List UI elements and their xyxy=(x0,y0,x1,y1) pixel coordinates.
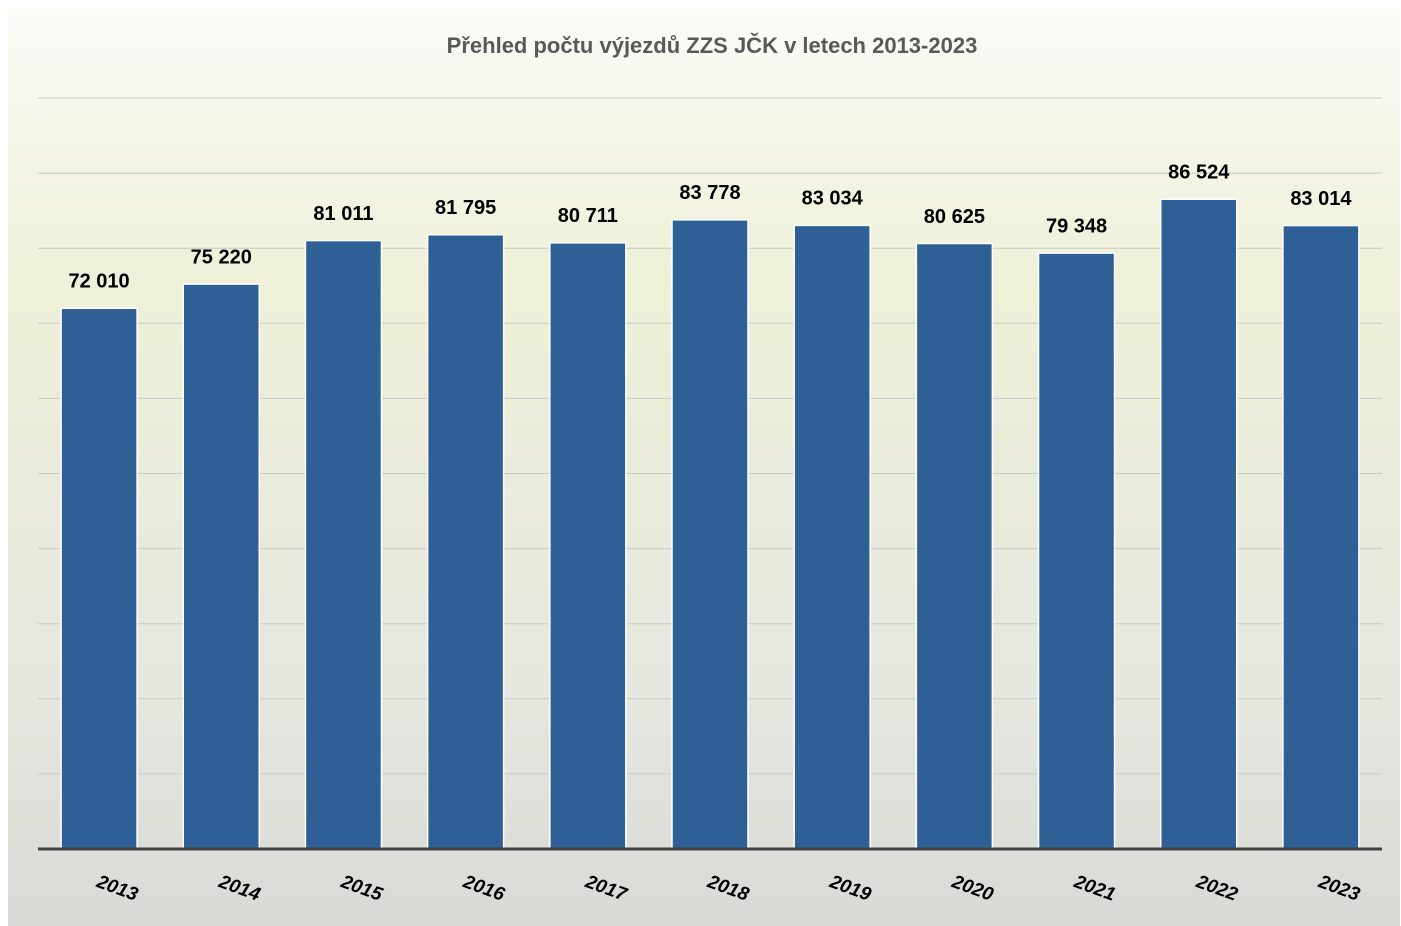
bar xyxy=(794,225,870,849)
chart: Přehled počtu výjezdů ZZS JČK v letech 2… xyxy=(0,0,1401,926)
chart-title: Přehled počtu výjezdů ZZS JČK v letech 2… xyxy=(447,33,978,58)
data-label: 83 014 xyxy=(1290,188,1352,210)
data-label: 79 348 xyxy=(1046,215,1107,237)
bar xyxy=(672,220,748,849)
data-label: 75 220 xyxy=(191,246,252,268)
bar xyxy=(183,284,259,849)
bar xyxy=(305,241,381,849)
data-label: 80 625 xyxy=(924,206,985,228)
bar xyxy=(61,308,137,849)
bar xyxy=(428,235,504,849)
data-label: 72 010 xyxy=(69,270,130,292)
data-label: 83 034 xyxy=(802,188,864,210)
data-label: 80 711 xyxy=(558,205,618,227)
page: Přehled počtu výjezdů ZZS JČK v letech 2… xyxy=(0,0,1401,926)
bar xyxy=(1161,199,1237,849)
bar xyxy=(1039,253,1115,849)
data-label: 81 011 xyxy=(313,203,373,225)
bar xyxy=(550,243,626,849)
data-label: 81 795 xyxy=(435,197,496,219)
data-label: 83 778 xyxy=(679,182,740,204)
bar xyxy=(916,244,992,849)
bar xyxy=(1283,226,1359,849)
data-label: 86 524 xyxy=(1168,161,1230,183)
